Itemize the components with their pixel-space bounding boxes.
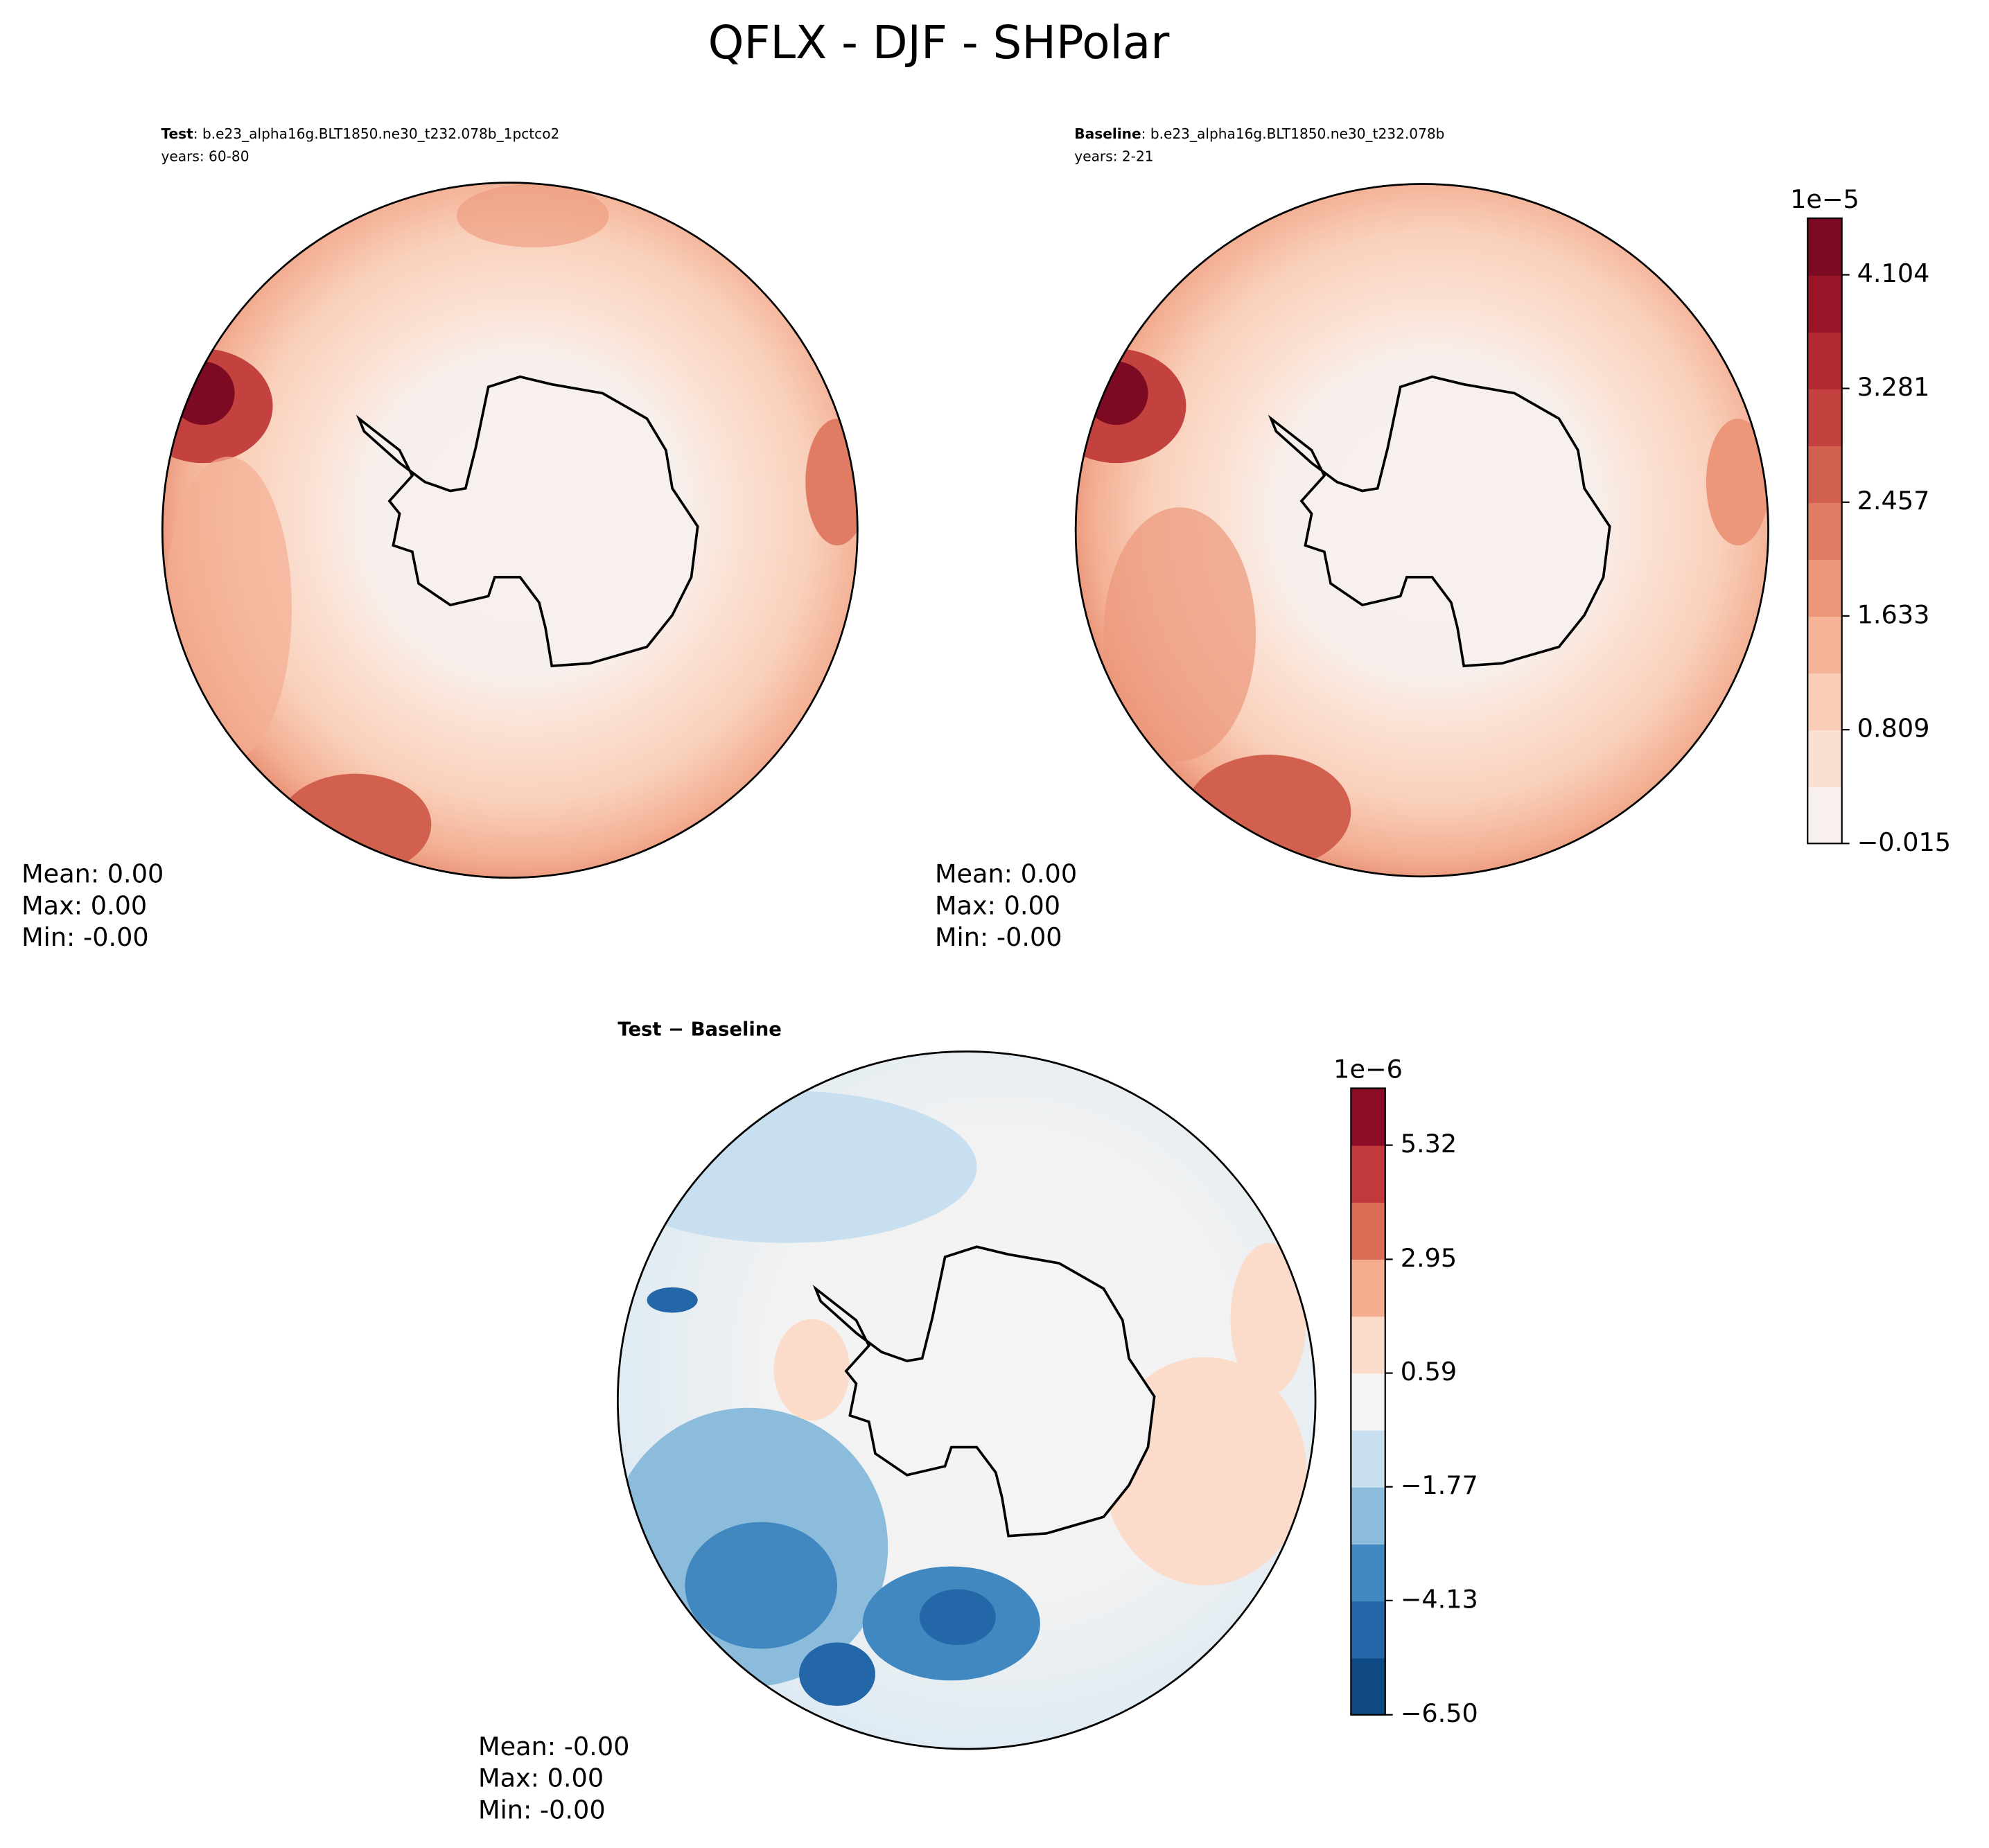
colorbar-band [1807,730,1842,788]
label-bold: Baseline [1074,125,1141,142]
colorbar-band [1807,331,1842,389]
colorbar-tick-label: 0.809 [1857,714,1930,743]
colorbar-band [1351,1145,1385,1203]
stat-text: Min: -0.00 [21,922,149,952]
colorbar-band [1807,673,1842,731]
stat-text: Max: 0.00 [935,890,1060,920]
colorbar-band [1807,616,1842,674]
stat-text: Mean: -0.00 [478,1732,629,1761]
colorbar-band [1807,389,1842,446]
colorbar-tick-label: −1.77 [1401,1470,1478,1500]
colorbar-band [1351,1601,1385,1659]
figure-title: QFLX - DJF - SHPolar [708,16,1171,69]
panel-label: Baseline: b.e23_alpha16g.BLT1850.ne30_t2… [1074,125,1444,142]
stat-text: Max: 0.00 [478,1763,604,1793]
panel-years: years: 60-80 [161,148,249,165]
colorbar-band [1807,559,1842,617]
colorbar-tick-label: 1.633 [1857,599,1930,629]
colorbar-tick-label: −0.015 [1857,827,1951,857]
colorbar-tick-label: 2.457 [1857,486,1930,516]
colorbar-tick-label: −6.50 [1401,1698,1478,1728]
colorbar-band [1351,1657,1385,1716]
colorbar-band [1351,1202,1385,1260]
map-panel [617,1050,1317,1750]
panel-label: Test − Baseline [617,1019,782,1040]
colorbar-band [1807,446,1842,503]
label-bold: Test − Baseline [617,1019,782,1040]
label-bold: Test [161,125,193,142]
map-panel [161,182,859,879]
colorbar-band [1351,1544,1385,1602]
stat-text: Min: -0.00 [935,922,1062,952]
stat-text: Min: -0.00 [478,1795,606,1824]
colorbar-tick-label: 3.281 [1857,372,1930,402]
colorbar-tick-label: 0.59 [1401,1357,1457,1387]
colorbar-tick-label: 4.104 [1857,258,1930,288]
colorbar-exponent: 1e−6 [1333,1054,1403,1084]
colorbar-band [1351,1429,1385,1488]
label-rest: : b.e23_alpha16g.BLT1850.ne30_t232.078b [1141,125,1445,142]
map-panel [1074,183,1769,878]
panel-years: years: 2-21 [1074,148,1153,165]
colorbar-band [1807,274,1842,333]
colorbar-exponent: 1e−5 [1790,184,1859,214]
colorbar-band [1807,218,1842,276]
stat-text: Max: 0.00 [21,890,147,920]
colorbar-band [1351,1486,1385,1545]
colorbar-frame [1807,217,1843,845]
stat-text: Mean: 0.00 [935,859,1077,889]
colorbar-tick-label: 5.32 [1401,1129,1457,1159]
colorbar-band [1351,1316,1385,1374]
stat-text: Mean: 0.00 [21,859,164,889]
colorbar-band [1351,1088,1385,1146]
colorbar-tick-label: 2.95 [1401,1243,1457,1273]
colorbar-tick-label: −4.13 [1401,1584,1478,1614]
colorbar-band [1351,1373,1385,1431]
panel-label: Test: b.e23_alpha16g.BLT1850.ne30_t232.0… [161,125,559,142]
colorbar-band [1807,786,1842,845]
colorbar-band [1807,502,1842,561]
colorbar-frame [1350,1087,1386,1716]
label-rest: : b.e23_alpha16g.BLT1850.ne30_t232.078b_… [193,125,560,142]
colorbar-band [1351,1259,1385,1317]
